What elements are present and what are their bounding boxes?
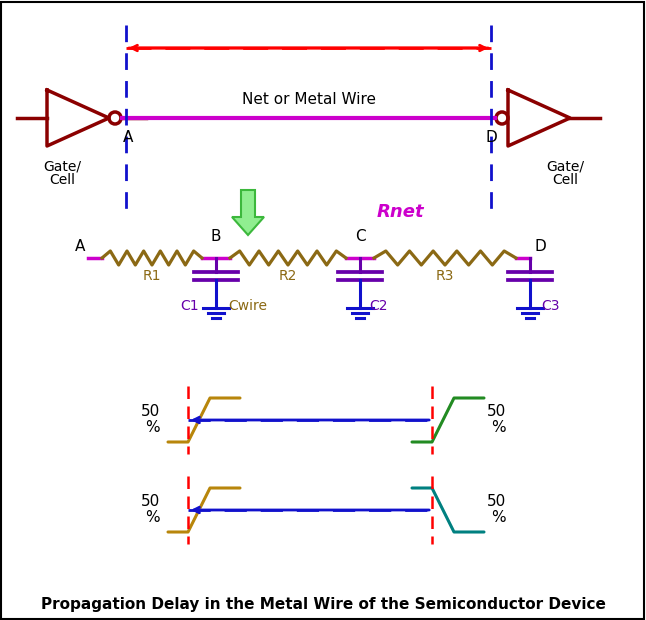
Text: C2: C2 [369,299,387,313]
Text: %: % [145,420,160,435]
Text: 50: 50 [486,404,506,420]
Text: C1: C1 [181,299,200,313]
Text: C3: C3 [541,299,559,313]
FancyArrow shape [232,190,264,235]
Text: Gate/: Gate/ [546,159,584,173]
Text: %: % [492,420,506,435]
Text: 50: 50 [486,495,506,510]
Text: 50: 50 [141,404,160,420]
Text: 50: 50 [141,495,160,510]
Text: Gate/: Gate/ [43,159,81,173]
Text: %: % [492,510,506,526]
Text: Cell: Cell [49,173,75,187]
Text: Cwire: Cwire [229,299,267,313]
Text: R2: R2 [279,269,297,283]
Text: A: A [123,130,133,146]
Text: A: A [75,239,85,254]
Text: R1: R1 [143,269,162,283]
Text: R3: R3 [436,269,454,283]
Text: B: B [211,229,221,244]
Text: Rnet: Rnet [376,203,424,221]
Text: D: D [534,239,546,254]
Text: Propagation Delay in the Metal Wire of the Semiconductor Device: Propagation Delay in the Metal Wire of t… [41,598,605,613]
Text: Cell: Cell [552,173,578,187]
Text: %: % [145,510,160,526]
Text: C: C [355,229,365,244]
Text: Net or Metal Wire: Net or Metal Wire [242,92,375,107]
Text: D: D [485,130,497,146]
